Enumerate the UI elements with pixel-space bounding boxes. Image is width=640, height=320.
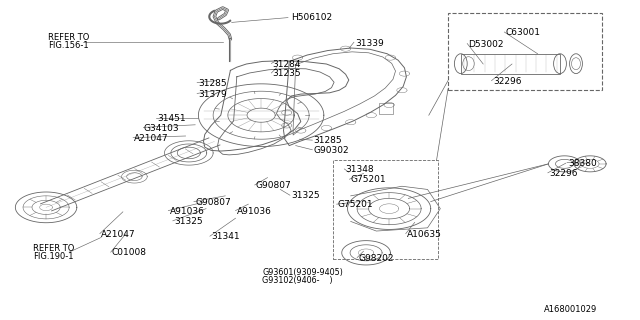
- Text: G90807: G90807: [256, 181, 292, 190]
- Bar: [333, 160, 438, 259]
- Text: C01008: C01008: [112, 248, 147, 257]
- Text: D53002: D53002: [468, 40, 504, 49]
- Text: 32296: 32296: [493, 77, 522, 86]
- Text: A21047: A21047: [101, 230, 136, 239]
- Text: G90807: G90807: [195, 198, 231, 207]
- Text: 31348: 31348: [346, 165, 374, 174]
- Bar: [461, 54, 560, 74]
- Text: 32296: 32296: [549, 169, 578, 178]
- Text: 31451: 31451: [157, 114, 186, 123]
- Text: G98202: G98202: [358, 254, 394, 263]
- Text: G75201: G75201: [351, 175, 387, 184]
- Text: A91036: A91036: [170, 207, 204, 216]
- Text: FIG.156-1: FIG.156-1: [48, 41, 88, 50]
- Text: A10635: A10635: [407, 230, 442, 239]
- Text: G93601(9309-9405): G93601(9309-9405): [262, 268, 343, 277]
- Text: 31341: 31341: [211, 232, 240, 241]
- Text: G93102(9406-    ): G93102(9406- ): [262, 276, 333, 285]
- Text: REFER TO: REFER TO: [33, 244, 75, 253]
- Text: H506102: H506102: [291, 13, 332, 22]
- Text: G90302: G90302: [314, 146, 349, 155]
- Text: 31235: 31235: [272, 69, 301, 78]
- Text: FIG.190-1: FIG.190-1: [33, 252, 74, 261]
- Text: 31379: 31379: [198, 90, 227, 99]
- Text: G34103: G34103: [144, 124, 180, 132]
- Bar: [379, 103, 393, 114]
- Text: G75201: G75201: [338, 200, 374, 209]
- Bar: [448, 13, 602, 90]
- Text: 31325: 31325: [291, 191, 320, 200]
- Text: 31339: 31339: [355, 39, 384, 48]
- Text: 31284: 31284: [272, 60, 301, 68]
- Text: 31285: 31285: [198, 79, 227, 88]
- Text: 31325: 31325: [174, 217, 203, 226]
- Text: 31285: 31285: [314, 136, 342, 145]
- Text: C63001: C63001: [506, 28, 541, 37]
- Text: A91036: A91036: [237, 207, 271, 216]
- Text: REFER TO: REFER TO: [48, 33, 90, 42]
- Text: A21047: A21047: [134, 134, 169, 143]
- Text: 38380: 38380: [568, 159, 597, 168]
- Text: A168001029: A168001029: [544, 305, 597, 314]
